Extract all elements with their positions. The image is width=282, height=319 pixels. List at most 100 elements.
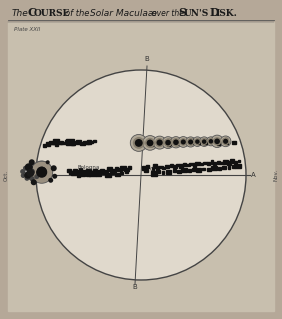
Circle shape (170, 137, 182, 148)
Bar (85, 141, 89, 145)
Circle shape (24, 166, 36, 178)
Bar (195, 161, 200, 165)
Circle shape (34, 174, 39, 179)
Circle shape (181, 139, 186, 145)
Bar (66, 140, 71, 144)
Bar (65, 140, 67, 143)
Bar (50, 142, 55, 145)
Bar (159, 140, 162, 142)
Circle shape (28, 164, 33, 169)
Circle shape (178, 137, 189, 147)
Bar (186, 164, 190, 166)
Bar (165, 165, 169, 168)
Text: ISK.: ISK. (216, 9, 238, 18)
Bar (190, 142, 193, 144)
Bar (90, 141, 93, 143)
Circle shape (220, 136, 231, 147)
Bar (85, 171, 87, 175)
Bar (76, 140, 81, 144)
Circle shape (213, 137, 221, 145)
Circle shape (186, 137, 196, 147)
Circle shape (133, 137, 145, 149)
Bar (142, 166, 146, 170)
Text: of the: of the (65, 9, 89, 18)
Circle shape (223, 139, 228, 144)
Bar (102, 172, 106, 174)
Bar (232, 141, 235, 144)
Circle shape (52, 174, 57, 179)
Text: Oct.: Oct. (3, 169, 8, 181)
Circle shape (29, 168, 35, 175)
Bar (124, 167, 129, 171)
Circle shape (206, 137, 215, 146)
Bar (217, 160, 220, 164)
Bar (188, 169, 191, 172)
Bar (193, 163, 196, 167)
Circle shape (153, 136, 166, 149)
Bar (59, 142, 62, 144)
Circle shape (29, 159, 35, 165)
Circle shape (36, 167, 47, 178)
Circle shape (46, 160, 50, 164)
Circle shape (211, 135, 223, 147)
Bar (162, 172, 164, 174)
Circle shape (37, 167, 47, 177)
Circle shape (28, 173, 36, 181)
Bar (207, 168, 211, 171)
Bar (86, 173, 90, 176)
Bar (63, 142, 66, 145)
Circle shape (180, 138, 187, 146)
Bar (211, 160, 213, 164)
Bar (93, 140, 96, 142)
Circle shape (164, 138, 172, 147)
Bar (76, 141, 80, 144)
Circle shape (24, 172, 31, 179)
Bar (146, 165, 149, 168)
Bar (238, 160, 241, 162)
Bar (67, 169, 71, 172)
Bar (55, 142, 58, 146)
Bar (196, 139, 199, 142)
Bar (150, 144, 153, 146)
Bar (49, 141, 54, 144)
Bar (196, 168, 201, 172)
Bar (69, 171, 75, 174)
Circle shape (147, 139, 153, 146)
Circle shape (172, 138, 180, 146)
Circle shape (209, 139, 213, 144)
Circle shape (143, 136, 157, 150)
Circle shape (31, 161, 53, 183)
Bar (79, 168, 82, 173)
Text: Bologna: Bologna (78, 165, 100, 170)
Bar (79, 172, 85, 176)
Bar (96, 170, 102, 174)
Circle shape (194, 138, 201, 145)
Circle shape (31, 179, 37, 185)
Bar (53, 139, 59, 144)
Bar (189, 139, 193, 141)
Bar (173, 169, 176, 172)
Bar (104, 170, 108, 172)
Circle shape (135, 139, 143, 147)
Bar (179, 164, 183, 168)
Bar (203, 161, 207, 165)
Bar (76, 170, 79, 174)
Circle shape (162, 137, 174, 149)
Text: B: B (145, 56, 149, 62)
Bar (66, 139, 74, 145)
Bar (46, 142, 49, 145)
Circle shape (36, 70, 246, 280)
Bar (234, 161, 237, 164)
Bar (176, 164, 179, 166)
Circle shape (130, 134, 147, 152)
Circle shape (222, 137, 230, 145)
Circle shape (195, 139, 200, 144)
Circle shape (23, 166, 28, 171)
Bar (162, 167, 165, 169)
Bar (100, 169, 104, 171)
Bar (173, 165, 177, 168)
Bar (96, 172, 101, 176)
Circle shape (155, 138, 164, 147)
Bar (156, 168, 159, 172)
Bar (83, 141, 85, 144)
